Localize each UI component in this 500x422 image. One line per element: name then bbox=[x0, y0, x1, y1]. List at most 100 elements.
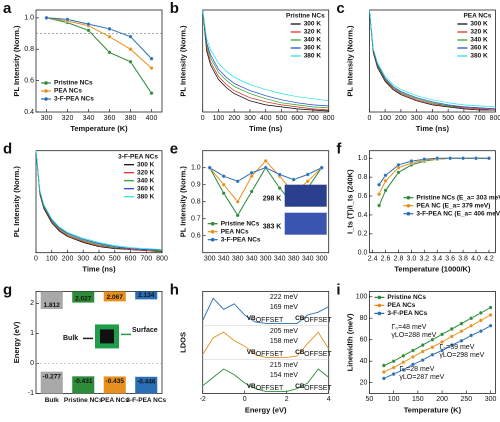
data-point bbox=[235, 199, 240, 204]
x-tick-label: 300 bbox=[77, 256, 89, 263]
y-tick-label: 1 bbox=[30, 330, 34, 337]
y-tick-label: 100 bbox=[356, 294, 368, 301]
vb-value: -0.435 bbox=[106, 378, 125, 385]
x-tick-label: 2.6 bbox=[381, 256, 391, 263]
y-tick-label: 1.0 bbox=[358, 155, 368, 162]
data-point bbox=[305, 172, 310, 177]
legend-label: 3-F-PEA NCs bbox=[387, 310, 427, 317]
data-point bbox=[391, 365, 396, 370]
y-tick-label: 40 bbox=[360, 358, 368, 365]
x-tick-label: 300 bbox=[316, 256, 328, 263]
legend-marker bbox=[210, 237, 215, 242]
x-tick-label: 600 bbox=[125, 256, 137, 263]
x-tick-label: 4 bbox=[327, 396, 331, 403]
data-point bbox=[319, 165, 324, 170]
cb-value: 1.812 bbox=[44, 302, 61, 309]
fit-annotation: Γ₀=48 meV bbox=[391, 324, 426, 331]
y-axis-title: PL Intensity (Norm.) bbox=[179, 25, 188, 97]
vb-sub: OFFSET bbox=[256, 385, 284, 392]
data-point bbox=[474, 156, 478, 161]
data-point bbox=[488, 323, 493, 328]
x-tick-label: 600 bbox=[458, 115, 470, 122]
surface-annotation: Surface bbox=[132, 327, 158, 334]
x-tick-label: 300 bbox=[411, 115, 423, 122]
x-tick-label: 700 bbox=[474, 115, 486, 122]
fit-annotation: γLO=298 meV bbox=[439, 352, 484, 359]
data-point bbox=[381, 363, 386, 368]
data-point bbox=[430, 352, 435, 357]
data-point bbox=[381, 376, 386, 381]
data-point bbox=[305, 179, 310, 184]
series-line bbox=[46, 17, 152, 59]
data-point bbox=[459, 321, 464, 326]
data-point bbox=[478, 318, 483, 323]
x-tick-label: 200 bbox=[228, 115, 240, 122]
x-tick-label: 300 bbox=[260, 256, 272, 263]
data-point bbox=[263, 158, 268, 163]
x-tick-label: 100 bbox=[213, 115, 225, 122]
data-point bbox=[430, 345, 435, 350]
legend-marker bbox=[377, 311, 382, 316]
cb-sub: OFFSET bbox=[304, 385, 332, 392]
data-point bbox=[235, 213, 240, 218]
x-tick-label: 380 bbox=[232, 256, 244, 263]
y-tick-label: 0.6 bbox=[358, 193, 368, 200]
data-point bbox=[488, 305, 493, 310]
data-point bbox=[377, 182, 382, 187]
data-point bbox=[396, 170, 401, 175]
x-axis-title: Temperature (K) bbox=[404, 405, 462, 414]
plot-frame bbox=[35, 9, 163, 113]
data-point bbox=[249, 189, 254, 194]
x-tick-label: 500 bbox=[442, 115, 454, 122]
data-point bbox=[149, 56, 154, 61]
data-point bbox=[420, 343, 425, 348]
series-line bbox=[369, 9, 496, 110]
data-point bbox=[420, 358, 425, 363]
legend-label: PEA NC (E_a= 379 meV) bbox=[416, 202, 490, 209]
data-point bbox=[478, 310, 483, 315]
panel-label: a bbox=[3, 0, 12, 17]
x-tick-label: 200 bbox=[62, 256, 74, 263]
conduction-level bbox=[72, 291, 95, 303]
data-point bbox=[128, 59, 133, 64]
legend-label: 3-F-PEA NCs bbox=[54, 96, 94, 103]
legend-label: 320 K bbox=[304, 29, 322, 36]
data-point bbox=[469, 316, 474, 321]
data-point bbox=[396, 162, 401, 167]
x-tick-label: 4.0 bbox=[471, 256, 481, 263]
series-line bbox=[202, 9, 329, 111]
plot-frame bbox=[368, 150, 496, 254]
valence-level bbox=[40, 371, 63, 394]
x-tick-label: 500 bbox=[276, 115, 288, 122]
legend-label: Pristine NCs bbox=[387, 294, 426, 301]
data-point bbox=[448, 156, 453, 161]
data-point bbox=[391, 359, 396, 364]
x-tick-label: 3.0 bbox=[407, 256, 417, 263]
data-point bbox=[469, 323, 474, 328]
legend-label: Pristine NCs (E_a= 303 meV) bbox=[416, 194, 500, 201]
legend-label: 320 K bbox=[137, 169, 155, 176]
fit-annotation: γLO=287 meV bbox=[399, 374, 444, 381]
data-point bbox=[44, 15, 49, 20]
valence-level bbox=[103, 376, 126, 394]
category-label: PEA NCs bbox=[101, 397, 129, 404]
x-tick-label: 380 bbox=[288, 256, 300, 263]
y-tick-label: 1.0 bbox=[24, 15, 34, 22]
data-point bbox=[149, 91, 154, 96]
data-point bbox=[440, 332, 445, 337]
x-tick-label: 600 bbox=[291, 115, 303, 122]
x-tick-label: -2 bbox=[200, 396, 206, 403]
x-tick-label: 3.6 bbox=[445, 256, 455, 263]
x-tick-label: 4.2 bbox=[484, 256, 494, 263]
legend-marker bbox=[44, 89, 48, 93]
x-tick-label: 2 bbox=[285, 396, 289, 403]
panel-label: c bbox=[336, 0, 344, 17]
ldos-curve bbox=[202, 331, 330, 358]
plot-frame bbox=[368, 290, 496, 394]
legend-label: PEA NCs bbox=[54, 88, 82, 95]
series-line bbox=[378, 157, 489, 185]
y-tick-label: 0.9 bbox=[191, 182, 201, 189]
y-tick-label: 20 bbox=[360, 380, 368, 387]
data-point bbox=[449, 327, 454, 331]
